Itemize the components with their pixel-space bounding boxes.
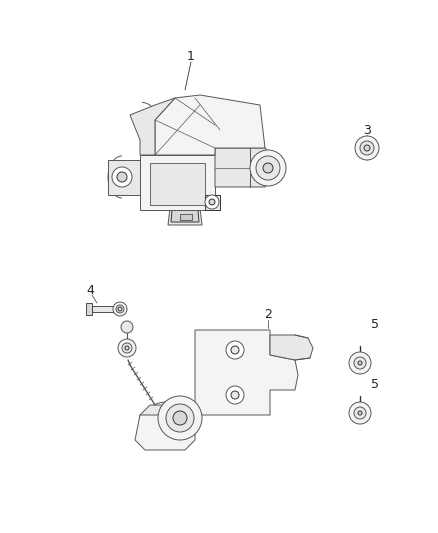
Circle shape: [113, 302, 127, 316]
Circle shape: [118, 307, 122, 311]
Circle shape: [121, 321, 133, 333]
Polygon shape: [215, 148, 265, 185]
Polygon shape: [171, 210, 199, 222]
Circle shape: [358, 361, 362, 365]
Circle shape: [354, 357, 366, 369]
Circle shape: [226, 386, 244, 404]
Text: 5: 5: [371, 378, 379, 392]
Polygon shape: [130, 98, 175, 155]
Text: 3: 3: [363, 124, 371, 136]
Text: 5: 5: [371, 319, 379, 332]
Text: 2: 2: [264, 309, 272, 321]
Polygon shape: [135, 415, 195, 450]
Polygon shape: [215, 148, 270, 187]
Circle shape: [112, 167, 132, 187]
Circle shape: [263, 163, 273, 173]
Circle shape: [122, 343, 132, 353]
Circle shape: [358, 411, 362, 415]
Circle shape: [355, 136, 379, 160]
Circle shape: [205, 195, 219, 209]
Circle shape: [118, 339, 136, 357]
Circle shape: [116, 305, 124, 313]
Circle shape: [158, 396, 202, 440]
Circle shape: [360, 141, 374, 155]
Polygon shape: [155, 95, 265, 155]
Circle shape: [173, 411, 187, 425]
Circle shape: [226, 341, 244, 359]
Circle shape: [250, 150, 286, 186]
Circle shape: [231, 391, 239, 399]
Polygon shape: [86, 303, 92, 315]
Polygon shape: [180, 214, 192, 220]
Polygon shape: [168, 208, 202, 225]
Circle shape: [125, 346, 129, 350]
Polygon shape: [150, 163, 205, 205]
Text: 4: 4: [86, 284, 94, 296]
Polygon shape: [140, 155, 215, 210]
Polygon shape: [140, 405, 195, 440]
Circle shape: [354, 407, 366, 419]
Polygon shape: [108, 160, 140, 195]
Circle shape: [209, 199, 215, 205]
Circle shape: [349, 402, 371, 424]
Polygon shape: [195, 330, 298, 415]
Circle shape: [117, 172, 127, 182]
Polygon shape: [205, 195, 220, 210]
Circle shape: [256, 156, 280, 180]
Circle shape: [364, 145, 370, 151]
Circle shape: [349, 352, 371, 374]
Polygon shape: [92, 306, 116, 312]
Circle shape: [166, 404, 194, 432]
Text: 1: 1: [187, 51, 195, 63]
Polygon shape: [270, 335, 313, 360]
Circle shape: [231, 346, 239, 354]
